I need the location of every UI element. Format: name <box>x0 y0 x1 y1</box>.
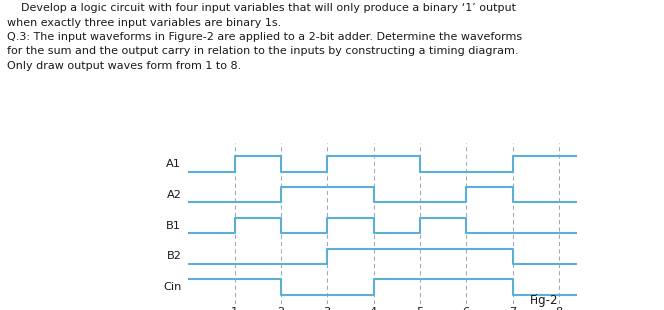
Text: A1: A1 <box>166 159 181 169</box>
Text: A2: A2 <box>167 190 181 200</box>
Text: Cin: Cin <box>163 282 181 292</box>
Text: B2: B2 <box>167 251 181 261</box>
Text: B1: B1 <box>166 220 181 231</box>
Text: Develop a logic circuit with four input variables that will only produce a binar: Develop a logic circuit with four input … <box>7 3 522 71</box>
Text: Fig-2: Fig-2 <box>531 294 558 307</box>
